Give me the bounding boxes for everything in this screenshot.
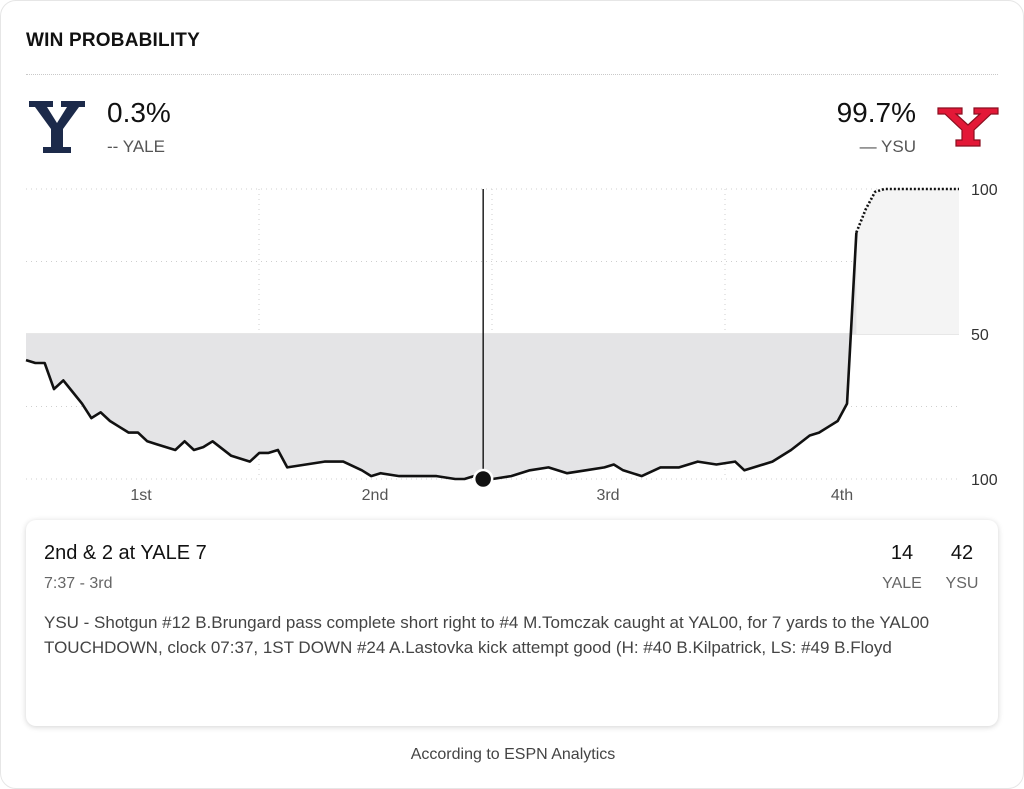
away-win-pct: 0.3% [107,97,171,128]
yale-logo-icon [29,101,85,153]
home-win-pct: 99.7% [836,97,916,128]
x-tick-label: 3rd [596,487,619,504]
x-tick-label: 2nd [362,487,389,504]
away-line-marker: -- [107,137,119,156]
chart-svg: 1st 2nd 3rd 4th 100 50 100 [25,182,998,504]
play-detail-card: 2nd & 2 at YALE 7 7:37 - 3rd 14 42 YALE … [26,520,998,726]
y-tick-label: 50 [971,327,989,344]
away-team-legend: -- YALE [107,137,165,157]
away-score: 14 [890,542,914,564]
x-tick-label: 1st [130,487,152,504]
widget-title: WIN PROBABILITY [26,30,200,51]
away-team-name: YALE [122,137,165,156]
header-divider [26,74,998,75]
home-team-legend: — YSU [860,137,916,157]
away-score-label: YALE [882,575,922,592]
y-tick-label: 100 [971,472,998,489]
win-probability-chart[interactable]: 1st 2nd 3rd 4th 100 50 100 [1,181,1024,511]
home-team-name: YSU [881,137,916,156]
probability-line-dotted [855,187,959,233]
ysu-logo-icon [937,107,999,147]
game-clock: 7:37 - 3rd [44,575,113,592]
down-distance: 2nd & 2 at YALE 7 [44,542,207,564]
analytics-attribution: According to ESPN Analytics [410,746,616,763]
home-score-label: YSU [945,575,979,592]
probability-line-solid [25,232,858,481]
probability-area-fill [26,189,959,479]
y-tick-label: 100 [971,182,998,199]
home-line-marker: — [859,137,877,156]
home-score: 42 [950,542,974,564]
current-play-marker [472,468,494,490]
play-description: YSU - Shotgun #12 B.Brungard pass comple… [44,613,930,657]
x-tick-label: 4th [831,487,853,504]
probability-area-fill-ysu [856,189,959,334]
